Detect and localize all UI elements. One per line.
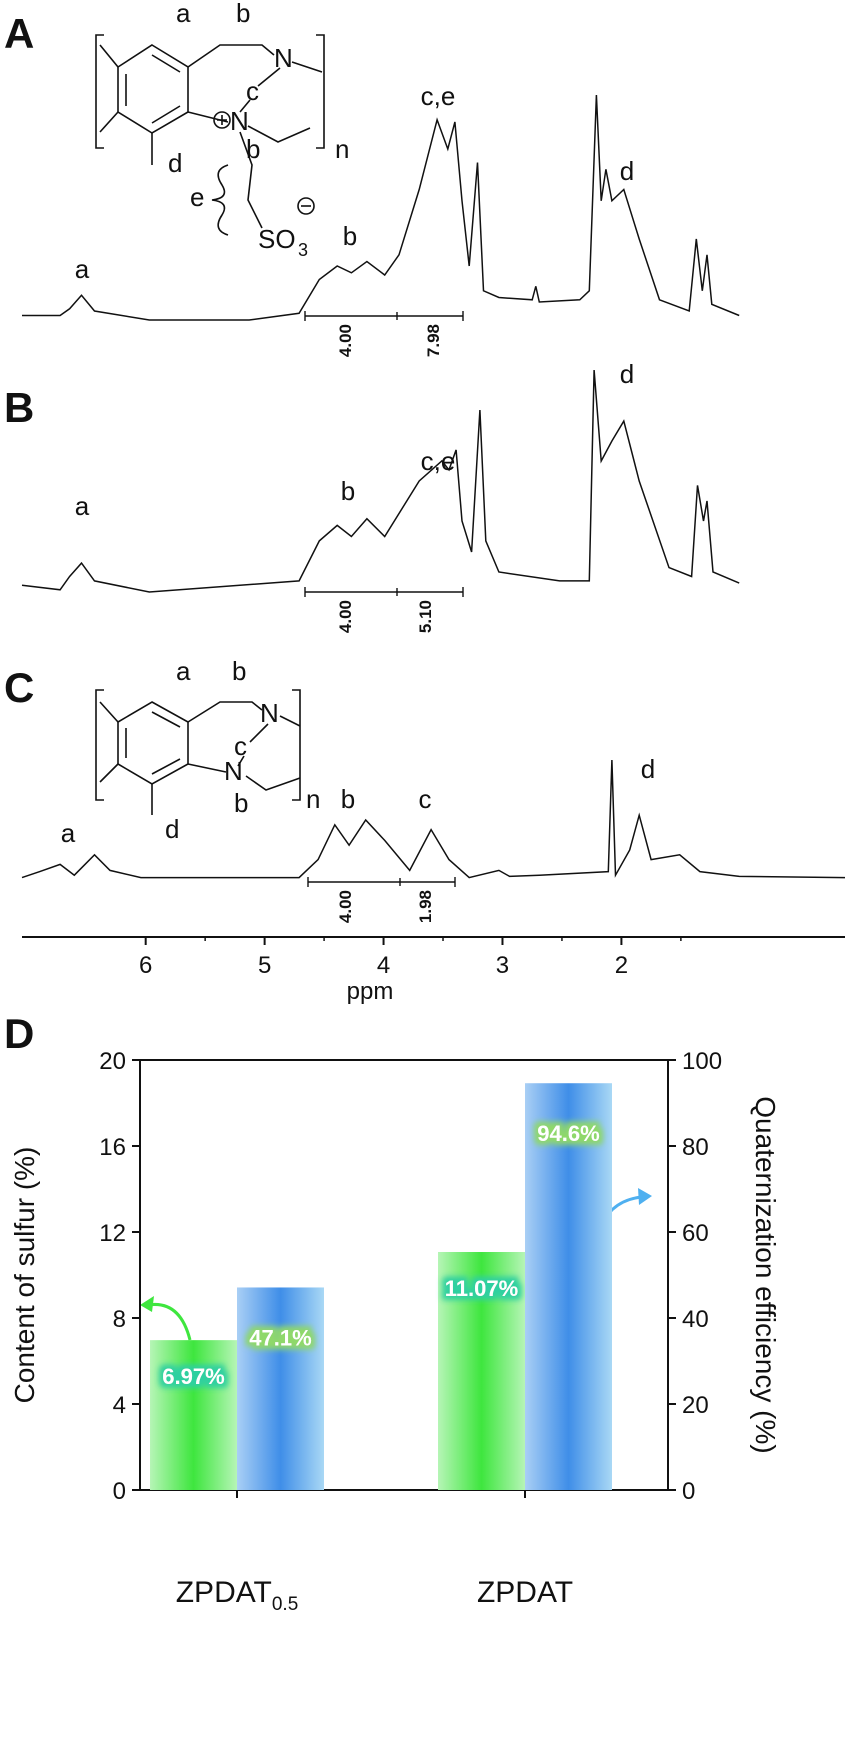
atom-label: e: [190, 182, 204, 212]
peak-label: c,e: [421, 81, 456, 111]
integral-label: 7.98: [424, 324, 443, 357]
panel-letter: C: [4, 664, 34, 711]
peak-label: c,e: [421, 446, 456, 476]
peak-label: d: [641, 754, 655, 784]
atom-label: SO: [258, 224, 296, 254]
x-tick-label: 4: [377, 952, 390, 979]
atom-label: b: [234, 788, 248, 818]
y2-tick-label: 100: [682, 1048, 722, 1075]
integral-bar: [304, 311, 464, 321]
y-axis-label: Content of sulfur (%): [9, 1147, 40, 1404]
atom-label: N: [260, 698, 279, 728]
x-tick-label: ZPDAT0.5: [176, 1576, 299, 1615]
spectrum: [21, 369, 740, 593]
atom-label: 3: [298, 240, 308, 260]
x-axis-label: ppm: [347, 978, 394, 1005]
structure-c: a b N c N b n d: [95, 656, 320, 844]
atom-label: a: [176, 0, 191, 28]
y2-tick-label: 40: [682, 1306, 709, 1333]
y2-tick-label: 20: [682, 1392, 709, 1419]
x-tick-label: ZPDAT: [477, 1576, 573, 1609]
value-label: 6.97%: [162, 1364, 224, 1389]
integral-label: 4.00: [336, 890, 355, 923]
panel-letter: D: [4, 1010, 34, 1057]
subscript: 0.5: [272, 1594, 298, 1615]
atom-label: a: [176, 656, 191, 686]
x-tick-label: 3: [496, 952, 509, 979]
peak-label: d: [620, 359, 634, 389]
atom-label: N: [230, 106, 249, 136]
y-tick-label: 20: [99, 1048, 126, 1075]
bar: [237, 1287, 324, 1490]
integral-bar: [304, 587, 464, 597]
atom-label: d: [165, 814, 179, 844]
integral-label: 1.98: [416, 890, 435, 923]
atom-label: n: [306, 784, 320, 814]
structure-a: a b N c N b n d e SO 3: [95, 0, 349, 260]
peak-label: b: [341, 476, 355, 506]
peak-label: c: [419, 784, 432, 814]
y-tick-label: 4: [113, 1392, 126, 1419]
arrow: [147, 1302, 192, 1341]
y2-tick-label: 0: [682, 1478, 695, 1505]
peak-label: a: [75, 491, 90, 521]
integral-bar: [307, 877, 456, 887]
integral-label: 4.00: [336, 324, 355, 357]
spectrum: [22, 94, 740, 321]
value-label: 94.6%: [537, 1121, 599, 1146]
atom-label: d: [168, 148, 182, 178]
value-label: 11.07%: [445, 1276, 518, 1301]
atom-label: N: [224, 756, 243, 786]
atom-label: b: [236, 0, 250, 28]
peak-label: d: [620, 156, 634, 186]
atom-label: b: [232, 656, 246, 686]
atom-label: n: [335, 134, 349, 164]
x-tick-label: 6: [139, 952, 152, 979]
panel-letter: A: [4, 10, 34, 57]
y-tick-label: 0: [113, 1478, 126, 1505]
atom-label: b: [246, 134, 260, 164]
bar: [438, 1251, 525, 1490]
x-tick-label: 5: [258, 952, 271, 979]
integral-label: 5.10: [416, 600, 435, 633]
peak-label: b: [343, 221, 357, 251]
y2-tick-label: 80: [682, 1134, 709, 1161]
panel-letter: B: [4, 384, 34, 431]
x-tick-label: 2: [615, 952, 628, 979]
y-tick-label: 16: [99, 1134, 126, 1161]
y2-tick-label: 60: [682, 1220, 709, 1247]
bar: [150, 1340, 237, 1490]
peak-label: a: [61, 818, 76, 848]
value-label: 47.1%: [249, 1325, 311, 1350]
peak-label: b: [341, 784, 355, 814]
arrow-head: [140, 1296, 154, 1312]
y-tick-label: 12: [99, 1220, 126, 1247]
bar: [525, 1083, 612, 1490]
atom-label: N: [274, 43, 293, 73]
arrow-head: [638, 1188, 652, 1205]
peak-label: a: [75, 254, 90, 284]
atom-label: c: [246, 76, 259, 106]
integral-label: 4.00: [336, 600, 355, 633]
atom-label: c: [234, 731, 247, 761]
y-tick-label: 8: [113, 1306, 126, 1333]
y2-axis-label: Quaternization efficiency (%): [750, 1096, 781, 1453]
spectrum: [21, 759, 846, 879]
plot-frame: [139, 1059, 669, 1491]
